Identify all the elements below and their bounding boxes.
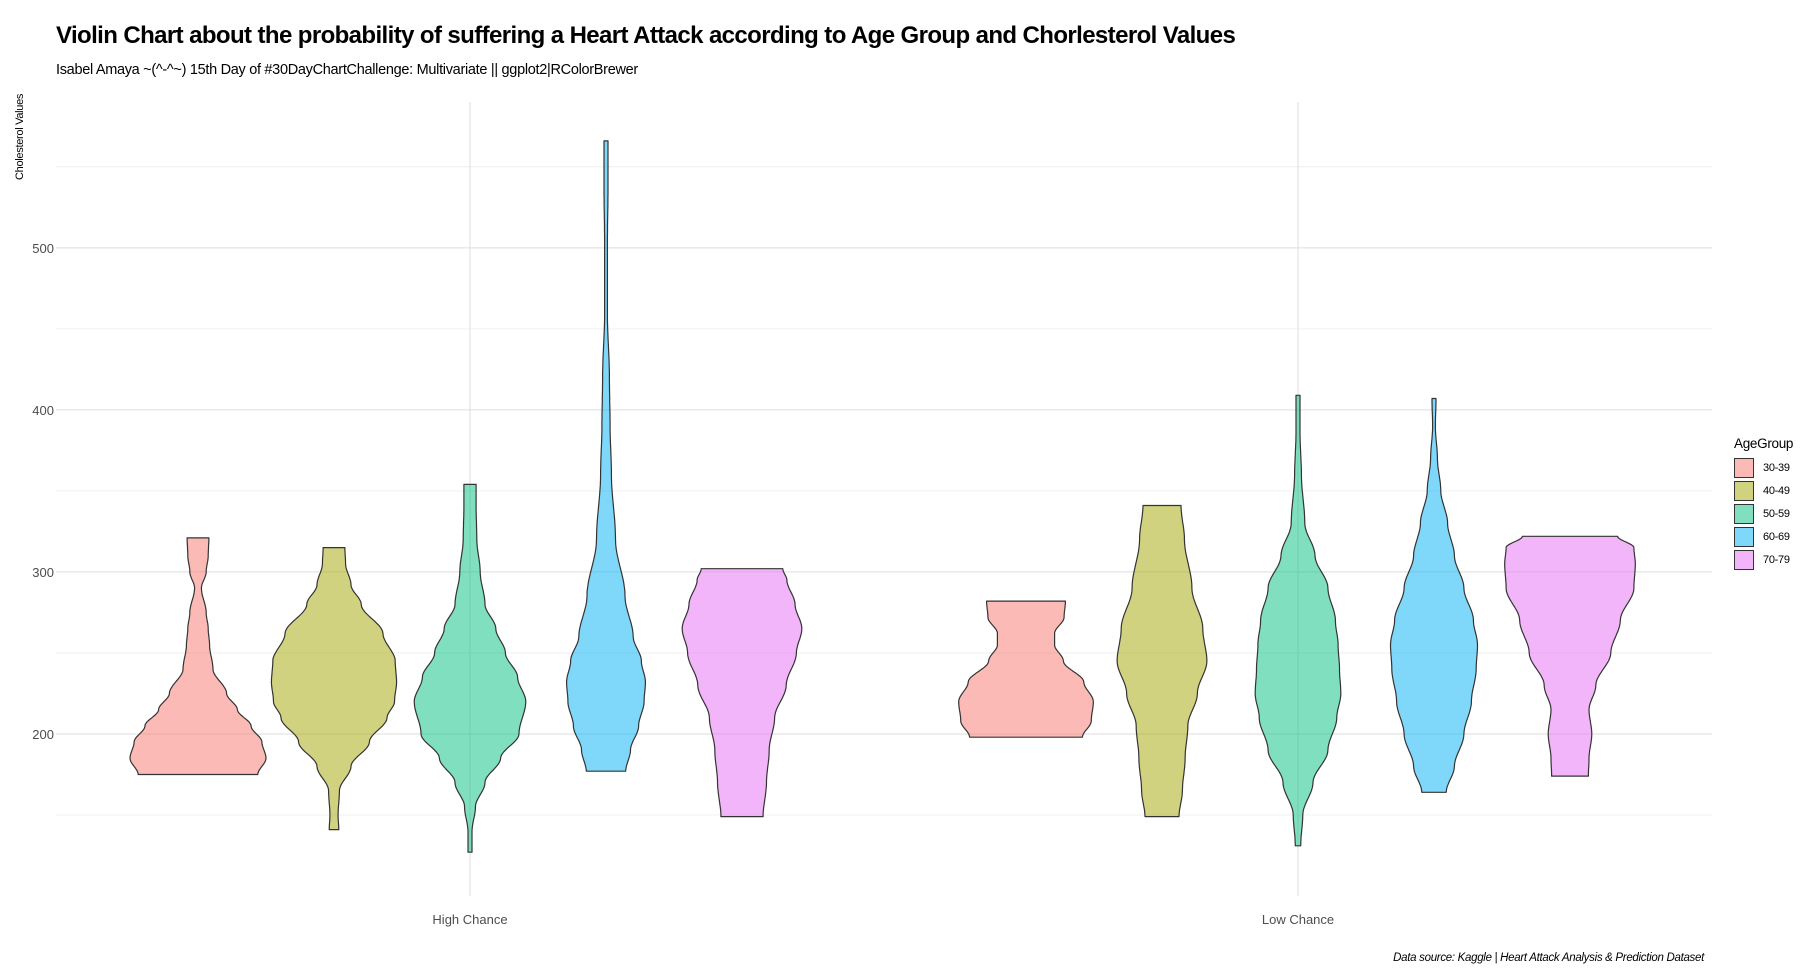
- y-tick-label: 200: [32, 727, 54, 742]
- y-tick-label: 400: [32, 403, 54, 418]
- legend-label: 30-39: [1763, 461, 1790, 474]
- violin-high-chance-50-59: [413, 483, 527, 853]
- x-tick-label: High Chance: [432, 912, 507, 927]
- legend-item-70-79: 70-79: [1734, 548, 1793, 571]
- legend-items: 30-39 40-49 50-59 60-69 70-79: [1734, 456, 1793, 571]
- violin-high-chance-30-39: [129, 537, 267, 776]
- y-tick-label: 300: [32, 565, 54, 580]
- violin-high-chance-70-79: [681, 568, 803, 818]
- chart-caption: Data source: Kaggle | Heart Attack Analy…: [1393, 952, 1704, 964]
- legend-item-40-49: 40-49: [1734, 479, 1793, 502]
- chart-subtitle: Isabel Amaya ~(^-^~) 15th Day of #30DayC…: [56, 62, 638, 78]
- violin-high-chance-40-49: [270, 547, 398, 831]
- legend-swatch: [1734, 526, 1754, 547]
- legend-item-30-39: 30-39: [1734, 456, 1793, 479]
- y-tick-label: 500: [32, 241, 54, 256]
- legend-swatch: [1734, 480, 1754, 501]
- legend-swatch: [1734, 457, 1754, 478]
- violin-low-chance-40-49: [1116, 504, 1208, 818]
- legend-title: AgeGroup: [1734, 436, 1794, 451]
- violin-high-chance-60-69: [566, 140, 646, 772]
- legend-label: 40-49: [1763, 484, 1790, 497]
- legend: AgeGroup 30-39 40-49 50-59 60-69 70-79: [1734, 436, 1793, 571]
- legend-label: 60-69: [1763, 530, 1790, 543]
- violin-low-chance-50-59: [1254, 394, 1342, 847]
- violin-low-chance-70-79: [1504, 535, 1636, 777]
- legend-item-50-59: 50-59: [1734, 502, 1793, 525]
- legend-label: 50-59: [1763, 507, 1790, 520]
- x-tick-label: Low Chance: [1262, 912, 1334, 927]
- violin-low-chance-60-69: [1389, 397, 1479, 793]
- legend-swatch: [1734, 549, 1754, 570]
- legend-item-60-69: 60-69: [1734, 525, 1793, 548]
- chart-title: Violin Chart about the probability of su…: [56, 22, 1236, 49]
- legend-label: 70-79: [1763, 553, 1790, 566]
- violin-low-chance-30-39: [958, 600, 1094, 738]
- legend-swatch: [1734, 503, 1754, 524]
